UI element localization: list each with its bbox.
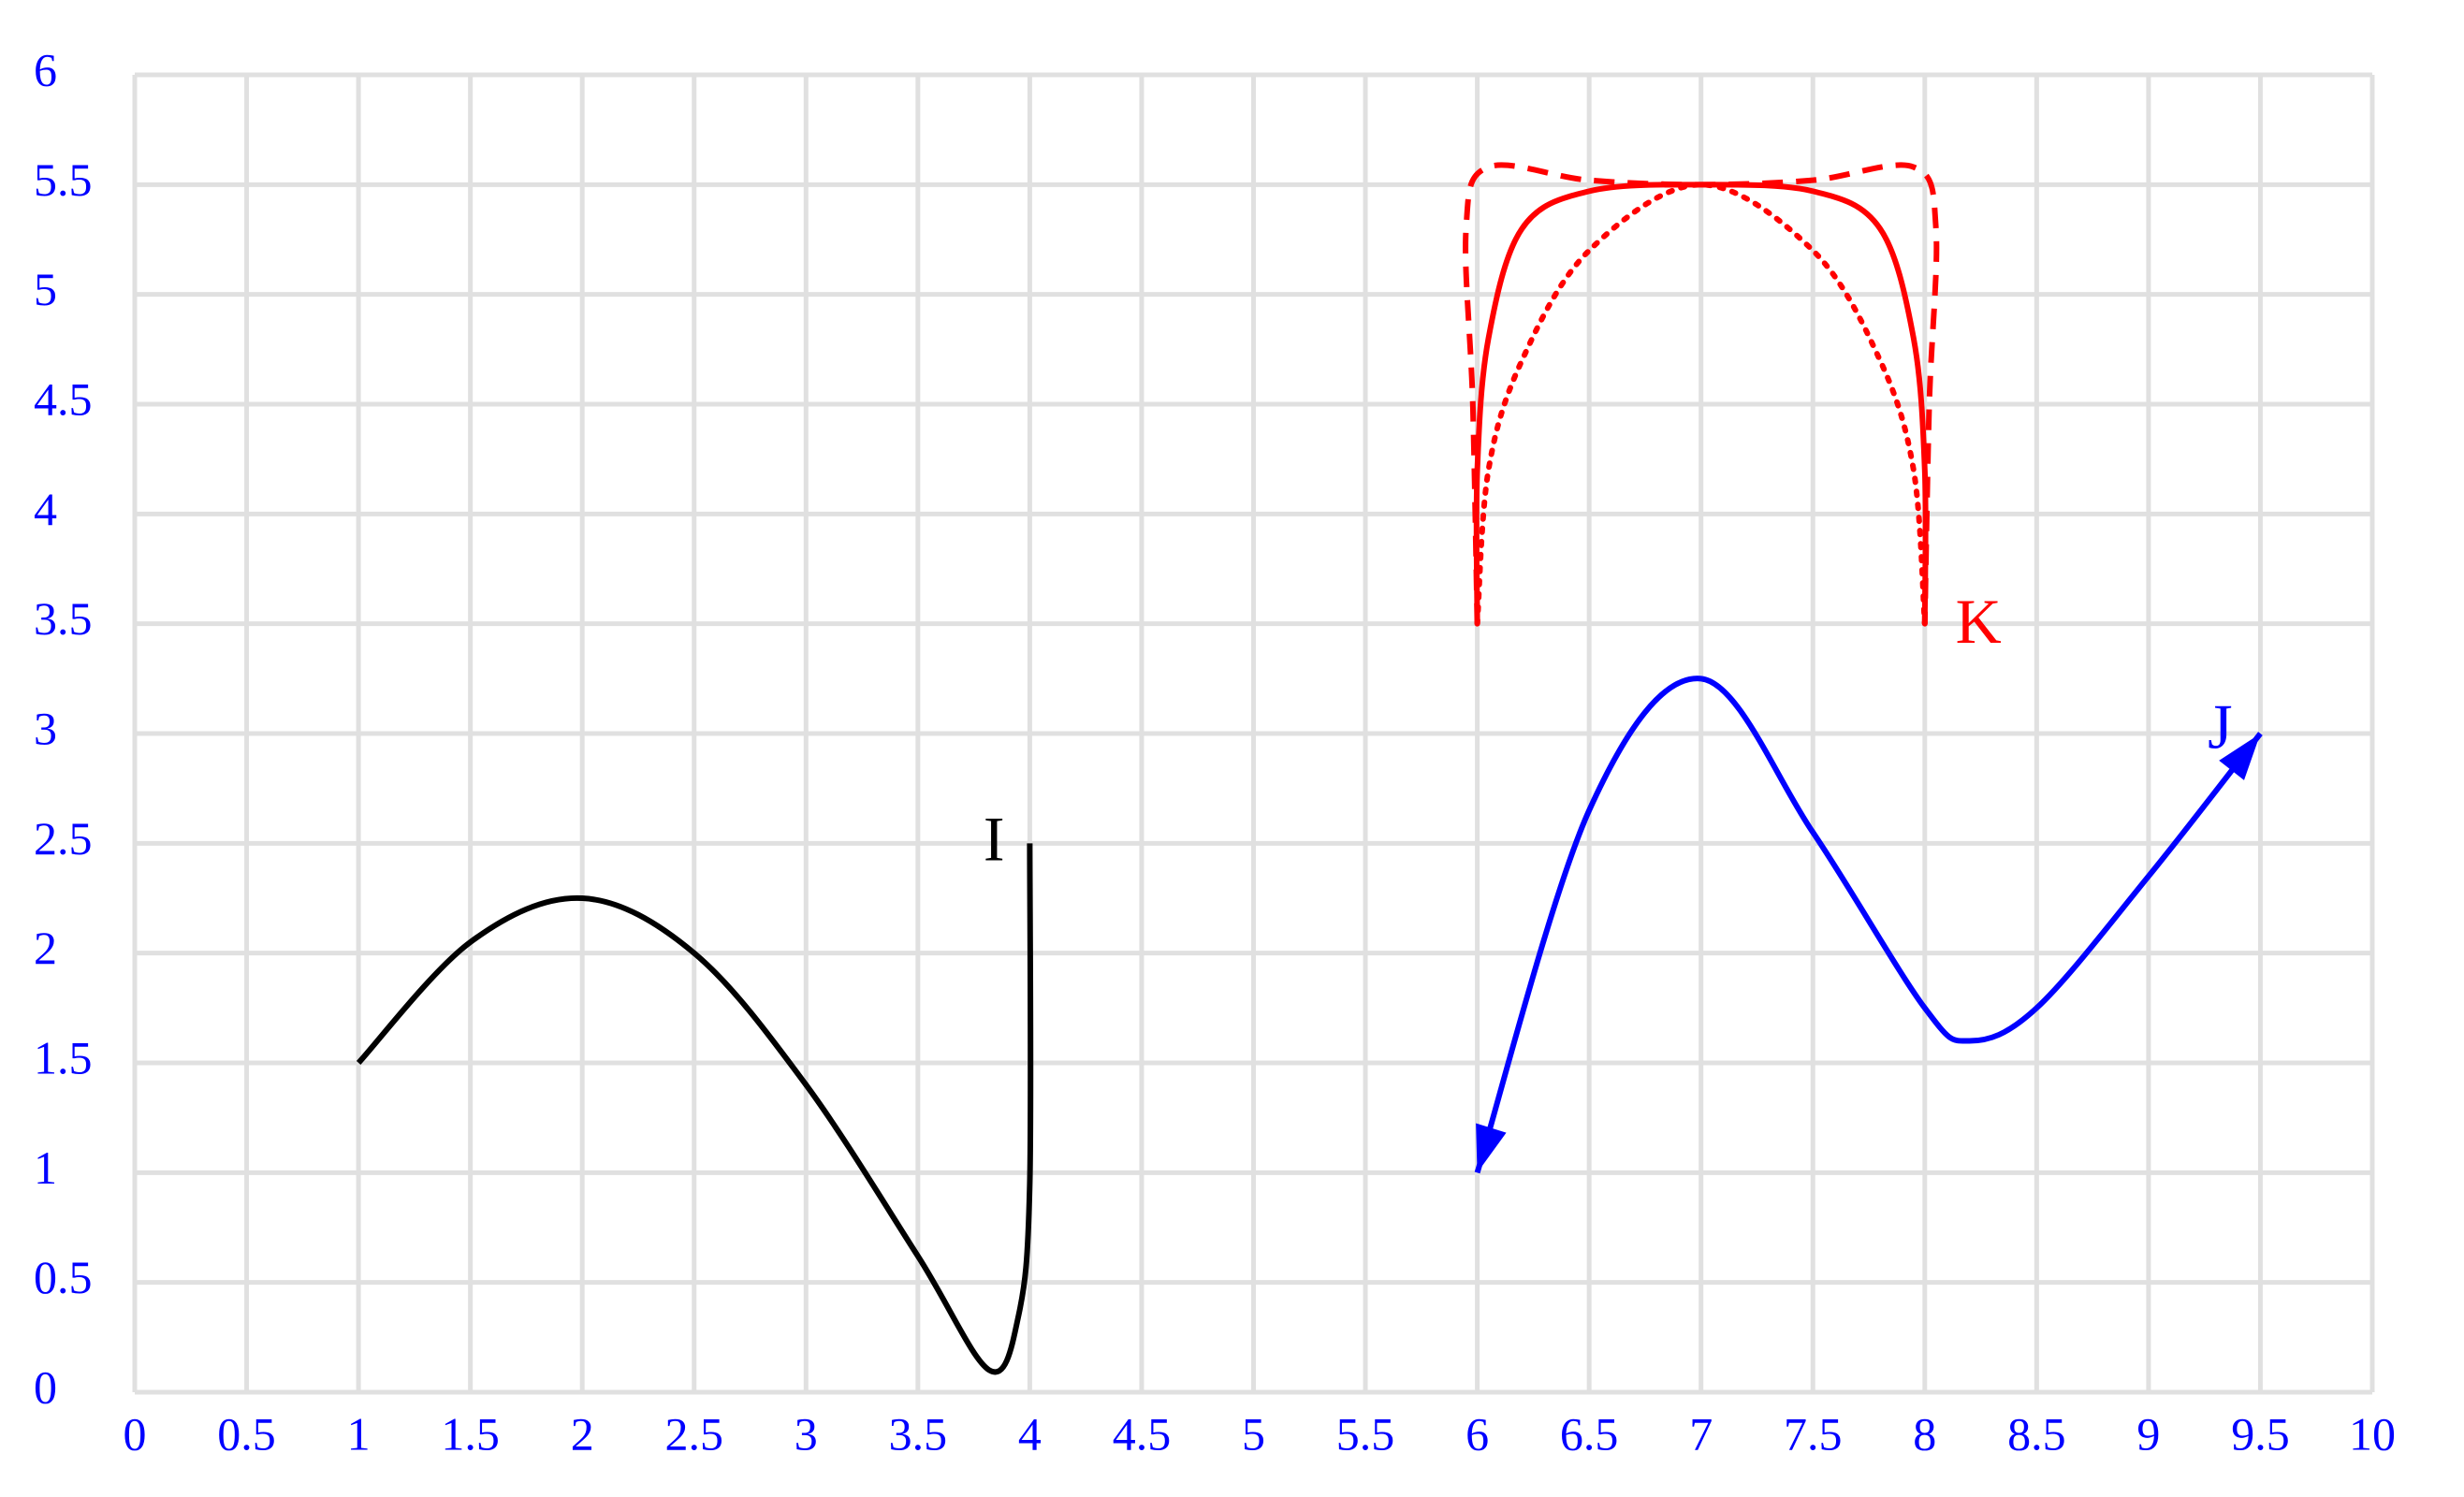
curve: [356, 843, 1034, 1375]
x-tick-label: 1: [347, 1407, 371, 1460]
x-tick-label: 7.5: [1784, 1407, 1843, 1460]
curve-label: J: [2208, 691, 2232, 763]
x-tick-label: 2: [571, 1407, 594, 1460]
y-tick-label: 3.5: [34, 592, 93, 645]
x-tick-label: 10: [2349, 1407, 2396, 1460]
y-tick-label: 1.5: [34, 1031, 93, 1083]
curve-label: I: [984, 803, 1005, 874]
y-tick-label: 0.5: [34, 1251, 93, 1303]
x-tick-label: 6: [1465, 1407, 1489, 1460]
curve: [1474, 676, 2263, 1174]
x-tick-label: 2.5: [665, 1407, 724, 1460]
y-tick-label: 3: [34, 702, 57, 754]
y-tick-label: 1: [34, 1141, 57, 1194]
y-tick-label: 6: [34, 43, 57, 95]
arrowhead: [1476, 1123, 1507, 1173]
y-tick-label: 4: [34, 483, 57, 535]
x-tick-label: 8: [1913, 1407, 1936, 1460]
x-tick-label: 3.5: [889, 1407, 948, 1460]
x-tick-label: 6.5: [1560, 1407, 1619, 1460]
y-tick-label: 5.5: [34, 153, 93, 206]
y-tick-label: 2.5: [34, 812, 93, 865]
arrowhead: [2219, 734, 2261, 780]
curve: [1474, 182, 1928, 627]
x-tick-label: 8.5: [2007, 1407, 2066, 1460]
x-tick-label: 1.5: [441, 1407, 500, 1460]
x-tick-label: 4: [1018, 1407, 1042, 1460]
x-tick-label: 0: [124, 1407, 147, 1460]
x-tick-label: 3: [795, 1407, 818, 1460]
y-tick-label: 2: [34, 922, 57, 974]
x-tick-label: 4.5: [1113, 1407, 1172, 1460]
y-tick-label: 5: [34, 263, 57, 315]
x-tick-label: 0.5: [217, 1407, 276, 1460]
curve: [1463, 162, 1940, 624]
x-tick-label: 9.5: [2231, 1407, 2290, 1460]
x-tick-label: 5.5: [1336, 1407, 1395, 1460]
x-tick-label: 7: [1689, 1407, 1713, 1460]
y-tick-label: 4.5: [34, 372, 93, 425]
curve-label: K: [1956, 586, 2002, 657]
x-tick-label: 5: [1242, 1407, 1265, 1460]
y-tick-label: 0: [34, 1360, 57, 1413]
x-tick-label: 9: [2136, 1407, 2160, 1460]
